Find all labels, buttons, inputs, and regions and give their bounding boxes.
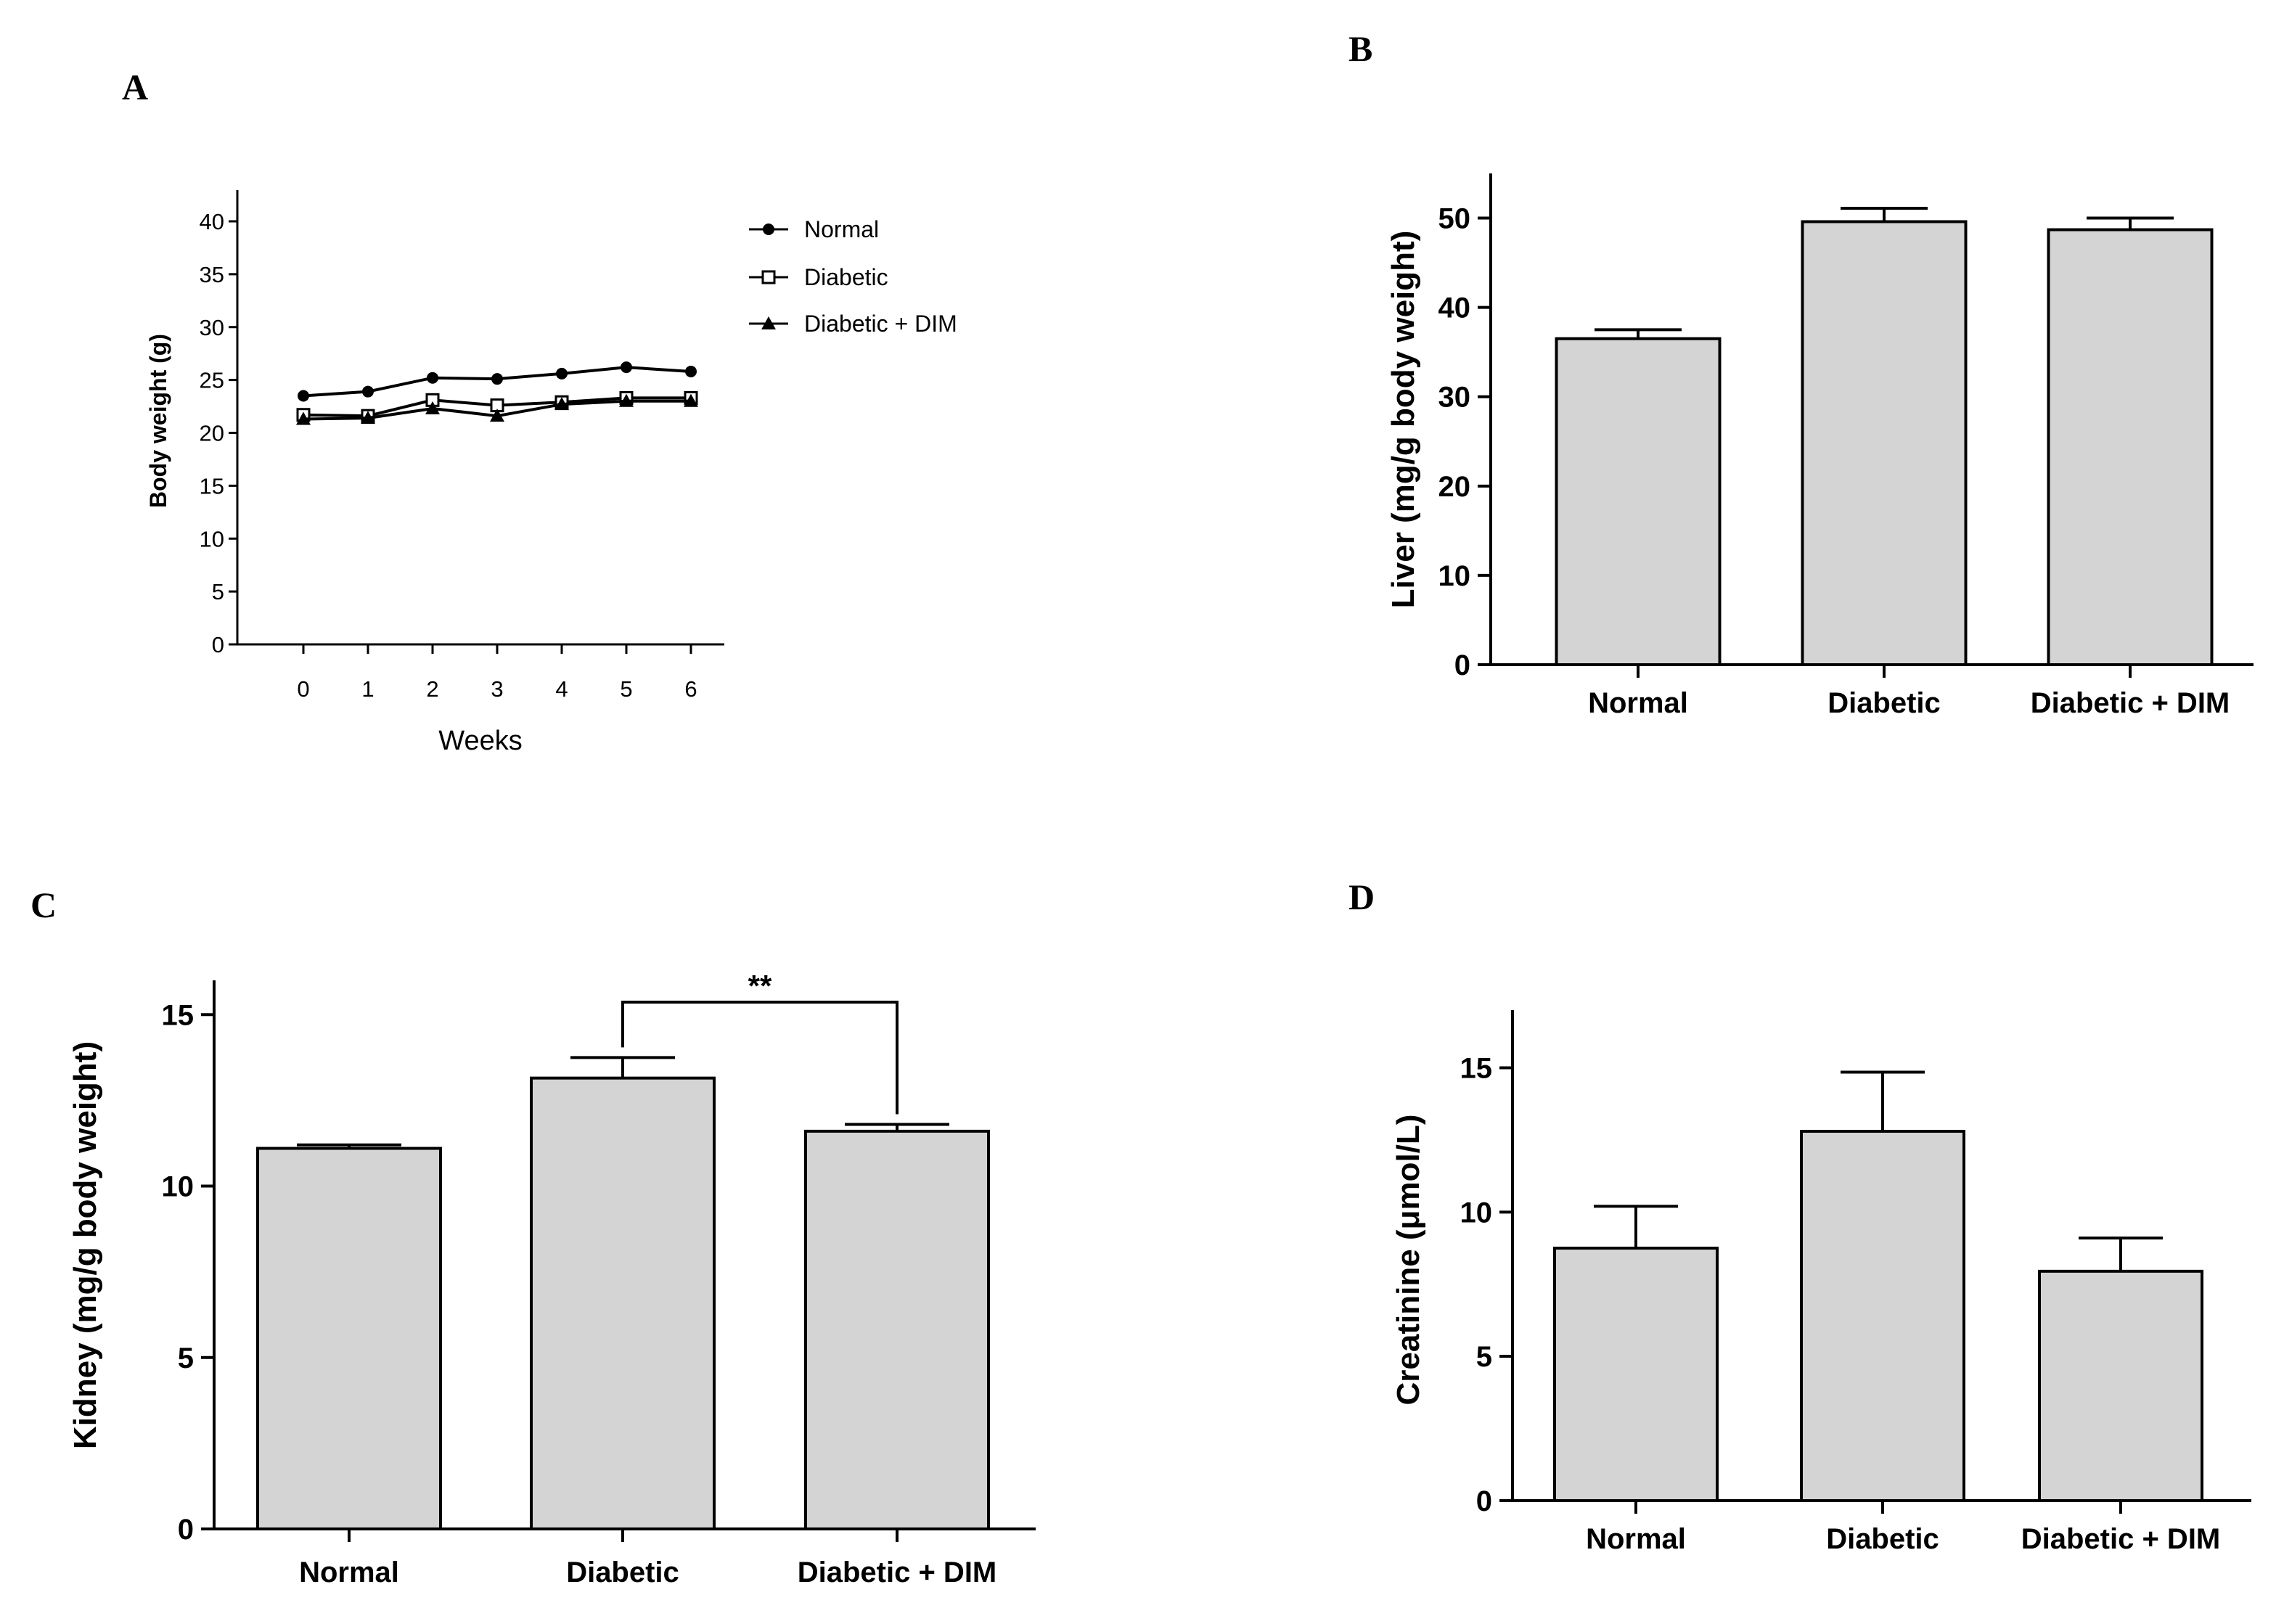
data-point bbox=[298, 390, 309, 402]
y-tick-label: 15 bbox=[1460, 1053, 1493, 1085]
data-point bbox=[556, 367, 568, 380]
x-tick-label: Normal bbox=[1588, 687, 1688, 719]
significance-label: ** bbox=[748, 969, 772, 1003]
x-tick-label: Diabetic + DIM bbox=[798, 1557, 997, 1588]
y-tick-label: 0 bbox=[178, 1514, 194, 1546]
legend-marker bbox=[761, 316, 776, 329]
data-point bbox=[491, 373, 503, 385]
legend-label: Normal bbox=[804, 216, 879, 242]
x-tick-label: 2 bbox=[426, 676, 438, 702]
y-tick-label: 0 bbox=[1454, 649, 1470, 681]
bar bbox=[2038, 1269, 2203, 1503]
bar bbox=[1801, 220, 1968, 666]
y-tick-label: 50 bbox=[1438, 203, 1471, 235]
y-axis-label: Body weight (g) bbox=[145, 334, 171, 508]
legend-item: Normal bbox=[749, 216, 879, 242]
x-tick-label: 4 bbox=[555, 676, 568, 702]
x-tick-label: 5 bbox=[620, 676, 632, 702]
data-point bbox=[685, 365, 697, 377]
x-tick-label: Diabetic bbox=[1827, 687, 1941, 719]
panel-c-chart: 0 5 10 15 Normal Diabetic Diabetic + DIM Kidney… bbox=[67, 969, 1036, 1588]
y-axis-label: Liver (mg/g body weight) bbox=[1385, 231, 1421, 609]
panel-b-chart: 0 10 20 30 40 50 Normal Diabetic Diabetic + DIM L… bbox=[1385, 173, 2254, 719]
x-tick-label: Normal bbox=[1586, 1523, 1686, 1555]
significance-bracket bbox=[621, 1001, 899, 1115]
x-tick-label: Normal bbox=[299, 1557, 399, 1588]
legend-item: Diabetic bbox=[749, 264, 888, 290]
y-tick-label: 0 bbox=[212, 632, 224, 657]
panel-d-chart: 0 5 10 15 Normal Diabetic Diabetic + DIM Creati… bbox=[1391, 1010, 2251, 1555]
bar bbox=[1555, 337, 1722, 666]
y-axis-label: Creatinine (μmol/L) bbox=[1391, 1115, 1426, 1406]
panel-letter-c: C bbox=[30, 885, 57, 925]
y-tick-label: 5 bbox=[178, 1342, 194, 1374]
y-tick-label: 15 bbox=[162, 999, 195, 1031]
legend-marker bbox=[763, 223, 774, 235]
y-tick-label: 30 bbox=[200, 315, 224, 340]
y-tick-label: 5 bbox=[212, 579, 224, 604]
data-point bbox=[296, 411, 311, 425]
y-tick-label: 40 bbox=[200, 209, 224, 234]
legend-label: Diabetic + DIM bbox=[804, 311, 957, 337]
panel-a-chart: 0 5 10 15 20 25 30 35 40 0 1 2 3 4 5 6 Weeks Body weight … bbox=[145, 190, 957, 756]
bar bbox=[1553, 1247, 1719, 1502]
data-point bbox=[684, 393, 698, 407]
y-axis-label: Kidney (mg/g body weight) bbox=[67, 1041, 103, 1449]
y-tick-label: 20 bbox=[1438, 471, 1471, 503]
bar bbox=[530, 1076, 716, 1530]
legend-item: Diabetic + DIM bbox=[749, 311, 957, 337]
x-tick-label: Diabetic bbox=[1826, 1523, 1939, 1555]
x-axis-label: Weeks bbox=[438, 726, 522, 756]
data-point bbox=[621, 361, 632, 374]
y-tick-label: 5 bbox=[1476, 1341, 1492, 1373]
bar bbox=[2047, 228, 2214, 666]
x-tick-label: 3 bbox=[491, 676, 503, 702]
y-tick-label: 10 bbox=[1460, 1197, 1493, 1229]
bar bbox=[804, 1129, 990, 1530]
legend-marker bbox=[761, 270, 776, 284]
y-tick-label: 30 bbox=[1438, 382, 1471, 414]
y-tick-label: 25 bbox=[200, 368, 224, 393]
data-point bbox=[427, 372, 438, 384]
y-tick-label: 0 bbox=[1476, 1485, 1492, 1517]
y-tick-label: 10 bbox=[162, 1171, 195, 1203]
series-diabetic-dim bbox=[296, 393, 698, 425]
bar bbox=[256, 1147, 442, 1530]
panel-letter-a: A bbox=[122, 67, 148, 107]
panel-letter-b: B bbox=[1348, 28, 1372, 69]
x-tick-label: 1 bbox=[361, 676, 374, 702]
x-tick-label: Diabetic + DIM bbox=[2031, 687, 2230, 719]
x-tick-label: 0 bbox=[297, 676, 309, 702]
y-tick-label: 40 bbox=[1438, 292, 1471, 324]
legend: Normal Diabetic Diabetic + DIM bbox=[749, 216, 957, 337]
data-point bbox=[425, 401, 440, 414]
y-tick-label: 10 bbox=[200, 526, 224, 551]
series-normal bbox=[298, 361, 697, 402]
panel-letter-d: D bbox=[1348, 877, 1375, 917]
y-tick-label: 35 bbox=[200, 262, 224, 287]
y-tick-label: 15 bbox=[200, 473, 224, 499]
bar bbox=[1800, 1130, 1965, 1502]
x-tick-label: Diabetic bbox=[566, 1557, 679, 1588]
data-point bbox=[361, 411, 375, 425]
legend-label: Diabetic bbox=[804, 264, 888, 290]
data-point bbox=[554, 397, 569, 411]
data-point bbox=[619, 393, 634, 407]
x-tick-label: 6 bbox=[684, 676, 697, 702]
data-point bbox=[362, 385, 374, 398]
data-point bbox=[490, 409, 504, 422]
y-tick-label: 10 bbox=[1438, 560, 1471, 592]
y-tick-label: 20 bbox=[200, 421, 224, 446]
x-tick-label: Diabetic + DIM bbox=[2021, 1523, 2221, 1555]
